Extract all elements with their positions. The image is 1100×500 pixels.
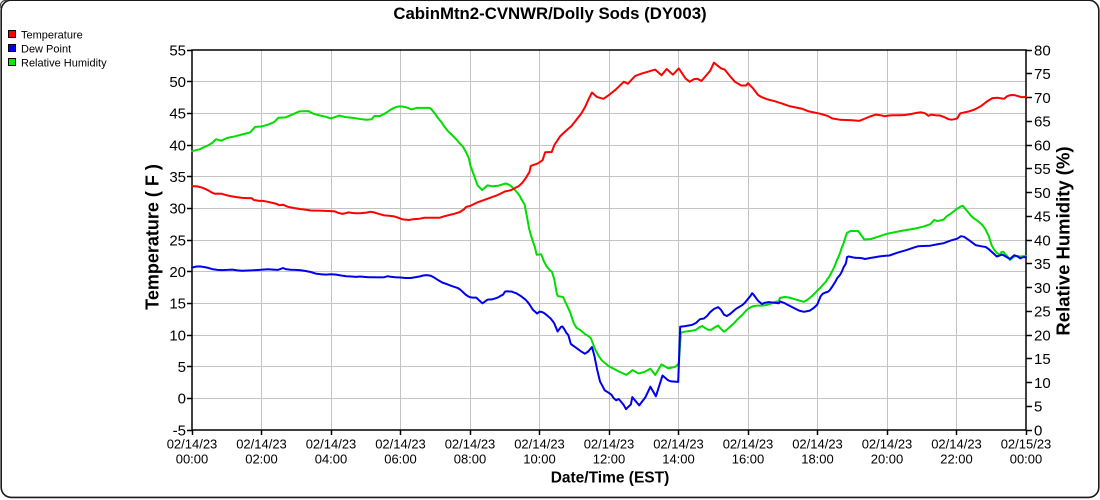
svg-text:5: 5 xyxy=(178,359,186,376)
svg-text:70: 70 xyxy=(1034,90,1051,107)
svg-text:02/14/23: 02/14/23 xyxy=(584,437,635,452)
svg-text:16:00: 16:00 xyxy=(732,452,765,467)
svg-text:Dew Point: Dew Point xyxy=(21,44,71,56)
svg-text:02/14/23: 02/14/23 xyxy=(306,437,357,452)
svg-text:20:00: 20:00 xyxy=(871,452,904,467)
svg-text:80: 80 xyxy=(1034,42,1051,59)
svg-text:10:00: 10:00 xyxy=(523,452,556,467)
svg-text:06:00: 06:00 xyxy=(384,452,417,467)
svg-text:Relative Humidity (%): Relative Humidity (%) xyxy=(1053,146,1074,335)
svg-text:40: 40 xyxy=(1034,232,1051,249)
svg-text:10: 10 xyxy=(169,327,186,344)
svg-text:00:00: 00:00 xyxy=(1010,452,1043,467)
svg-text:14:00: 14:00 xyxy=(662,452,695,467)
svg-text:30: 30 xyxy=(1034,280,1051,297)
svg-text:02/14/23: 02/14/23 xyxy=(862,437,913,452)
svg-text:0: 0 xyxy=(1034,422,1042,439)
svg-text:08:00: 08:00 xyxy=(454,452,487,467)
svg-text:15: 15 xyxy=(1034,351,1051,368)
svg-text:10: 10 xyxy=(1034,375,1051,392)
svg-text:04:00: 04:00 xyxy=(315,452,348,467)
svg-text:22:00: 22:00 xyxy=(940,452,973,467)
svg-text:35: 35 xyxy=(1034,256,1051,273)
svg-text:Temperature: Temperature xyxy=(21,30,83,42)
svg-text:02/14/23: 02/14/23 xyxy=(375,437,426,452)
svg-text:00:00: 00:00 xyxy=(176,452,209,467)
svg-text:Relative Humidity: Relative Humidity xyxy=(21,58,107,70)
svg-text:12:00: 12:00 xyxy=(593,452,626,467)
svg-text:15: 15 xyxy=(169,296,186,313)
svg-text:02/14/23: 02/14/23 xyxy=(931,437,982,452)
svg-text:02/14/23: 02/14/23 xyxy=(514,437,565,452)
svg-text:40: 40 xyxy=(169,137,186,154)
svg-text:20: 20 xyxy=(1034,327,1051,344)
svg-text:02/14/23: 02/14/23 xyxy=(167,437,218,452)
svg-text:25: 25 xyxy=(1034,304,1051,321)
svg-text:50: 50 xyxy=(1034,185,1051,202)
svg-text:02/15/23: 02/15/23 xyxy=(1001,437,1052,452)
svg-text:CabinMtn2-CVNWR/Dolly Sods (DY: CabinMtn2-CVNWR/Dolly Sods (DY003) xyxy=(393,4,706,23)
svg-text:02/14/23: 02/14/23 xyxy=(445,437,496,452)
svg-text:50: 50 xyxy=(169,74,186,91)
svg-text:0: 0 xyxy=(178,391,186,408)
svg-text:-5: -5 xyxy=(173,422,186,439)
svg-text:35: 35 xyxy=(169,169,186,186)
svg-text:5: 5 xyxy=(1034,399,1042,416)
svg-text:60: 60 xyxy=(1034,137,1051,154)
svg-text:Date/Time (EST): Date/Time (EST) xyxy=(551,469,670,486)
svg-text:02/14/23: 02/14/23 xyxy=(792,437,843,452)
svg-text:55: 55 xyxy=(1034,161,1051,178)
svg-text:02/14/23: 02/14/23 xyxy=(653,437,704,452)
svg-text:30: 30 xyxy=(169,201,186,218)
svg-text:65: 65 xyxy=(1034,114,1051,131)
svg-text:45: 45 xyxy=(1034,209,1051,226)
svg-text:75: 75 xyxy=(1034,66,1051,83)
svg-text:02/14/23: 02/14/23 xyxy=(236,437,287,452)
svg-text:02/14/23: 02/14/23 xyxy=(723,437,774,452)
svg-text:02:00: 02:00 xyxy=(245,452,278,467)
svg-text:18:00: 18:00 xyxy=(801,452,834,467)
svg-text:55: 55 xyxy=(169,42,186,59)
svg-text:25: 25 xyxy=(169,232,186,249)
svg-text:20: 20 xyxy=(169,264,186,281)
svg-text:Temperature ( F ): Temperature ( F ) xyxy=(143,164,163,310)
svg-text:45: 45 xyxy=(169,106,186,123)
